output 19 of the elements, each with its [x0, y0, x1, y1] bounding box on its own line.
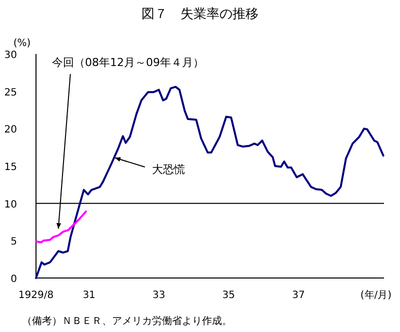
y-axis-title: (%) — [13, 38, 31, 49]
annotation: 今回（08年12月～09年４月） — [52, 56, 204, 69]
line-series — [35, 210, 87, 244]
y-tick-label: 30 — [4, 50, 17, 61]
y-tick-label: 5 — [10, 236, 17, 248]
text: （備考）ＮＢＥＲ、アメリカ労働省より作成。 — [22, 315, 232, 327]
x-tick-label: 37 — [292, 290, 305, 301]
x-tick-label: 31 — [82, 290, 96, 301]
x-tick-label: 35 — [222, 290, 236, 301]
y-tick-label: 20 — [4, 124, 17, 136]
x-tick-label: 33 — [152, 290, 166, 301]
annotation: 大恐慌 — [152, 163, 185, 176]
y-tick-label: 15 — [4, 162, 17, 173]
chart-title: 図７ 失業率の推移 — [142, 6, 258, 22]
y-tick-label: 0 — [10, 274, 17, 285]
x-tick-label: 1929/8 — [18, 290, 54, 301]
y-tick-label: 25 — [4, 87, 17, 98]
x-axis-title: (年/月) — [360, 289, 392, 301]
y-tick-label: 10 — [4, 199, 17, 210]
